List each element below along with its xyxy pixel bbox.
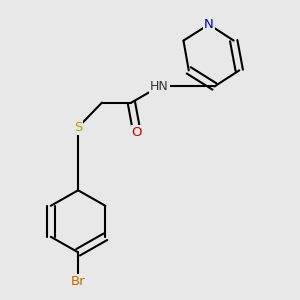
Text: N: N: [204, 18, 214, 31]
Text: HN: HN: [150, 80, 169, 93]
Text: Br: Br: [71, 275, 86, 288]
Text: O: O: [132, 127, 142, 140]
Text: S: S: [74, 121, 82, 134]
